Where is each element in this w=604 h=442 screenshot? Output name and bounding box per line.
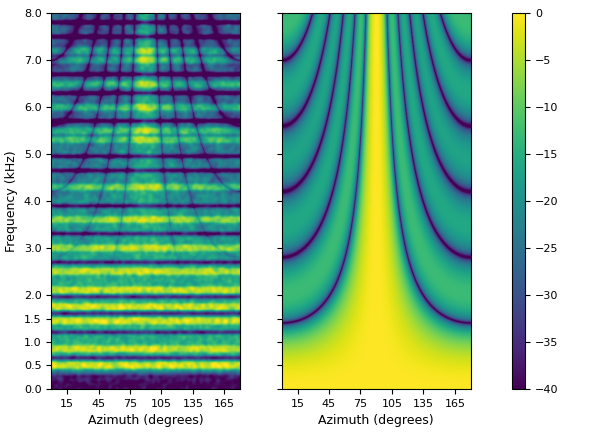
X-axis label: Azimuth (degrees): Azimuth (degrees)	[318, 414, 434, 427]
Y-axis label: Frequency (kHz): Frequency (kHz)	[5, 150, 18, 252]
X-axis label: Azimuth (degrees): Azimuth (degrees)	[88, 414, 204, 427]
